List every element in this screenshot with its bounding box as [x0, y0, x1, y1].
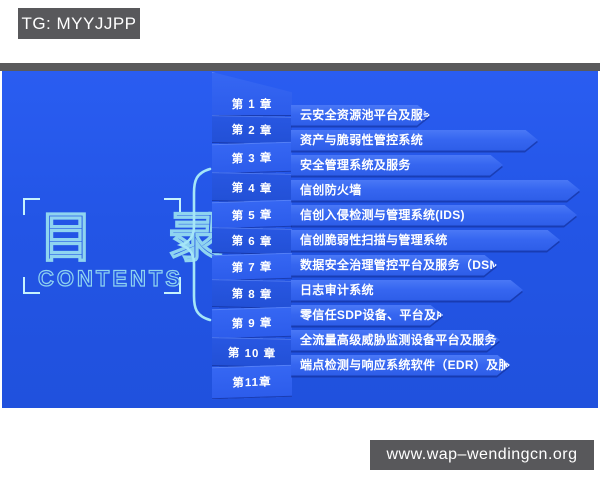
corner-bracket-icon [23, 277, 40, 294]
chapter-number-7: 第 7 章 [212, 252, 292, 281]
corner-bracket-icon [23, 198, 40, 215]
chapter-banner-7[interactable]: 数据安全治理管控平台及服务（DSMP） [291, 255, 497, 276]
divider-stripe [0, 63, 600, 71]
chapter-number-3: 第 3 章 [212, 141, 292, 175]
chapter-banner-4[interactable]: 信创防火墙 [291, 180, 580, 201]
chapter-number-4: 第 4 章 [212, 171, 292, 203]
corner-bracket-icon [164, 198, 181, 215]
chapter-banner-3[interactable]: 安全管理系统及服务 [291, 155, 503, 176]
page-title: 目 录 CONTENTS [37, 207, 222, 291]
title-corner-frame [23, 198, 181, 294]
corner-bracket-icon [164, 277, 181, 294]
chapter-number-9: 第 9 章 [212, 306, 292, 339]
chapter-banner-11[interactable]: 端点检测与响应系统软件（EDR）及服务 [291, 355, 510, 376]
chapter-number-8: 第 8 章 [212, 278, 292, 309]
chapter-banner-5[interactable]: 信创入侵检测与管理系统(IDS) [291, 205, 577, 226]
chapter-banner-1[interactable]: 云安全资源池平台及服务 [291, 105, 430, 126]
chapter-number-2: 第 2 章 [212, 114, 292, 145]
chapter-number-11: 第11章 [212, 364, 292, 400]
chapter-number-6: 第 6 章 [212, 226, 292, 255]
chapter-banner-8[interactable]: 日志审计系统 [291, 280, 523, 301]
chapter-banner-10[interactable]: 全流量高级威胁监测设备平台及服务 [291, 330, 500, 351]
site-watermark-label: www.wap–wendingcn.org [386, 446, 578, 463]
chapter-banner-9[interactable]: 零信任SDP设备、平台及服务 [291, 305, 443, 326]
tg-watermark: TG: MYYJJPP [18, 8, 140, 39]
tg-watermark-label: TG: MYYJJPP [21, 13, 137, 33]
chapter-banner-6[interactable]: 信创脆弱性扫描与管理系统 [291, 230, 560, 251]
chapter-banner-2[interactable]: 资产与脆弱性管控系统 [291, 130, 538, 151]
site-watermark: www.wap–wendingcn.org [370, 440, 594, 470]
brace-icon [176, 167, 212, 322]
chapter-number-5: 第 5 章 [212, 199, 292, 230]
title-english: CONTENTS [38, 266, 183, 291]
chapter-number-10: 第 10 章 [212, 336, 292, 368]
